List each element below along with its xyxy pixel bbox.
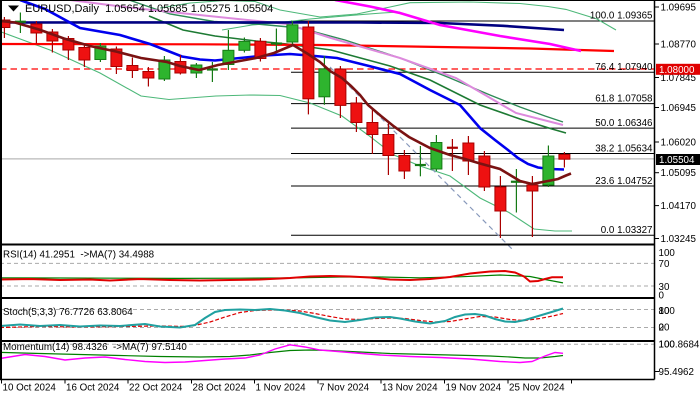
svg-text:7 Nov 2024: 7 Nov 2024 — [319, 383, 370, 394]
svg-text:100.0 1.09365: 100.0 1.09365 — [590, 11, 653, 22]
svg-text:80: 80 — [659, 306, 670, 317]
svg-text:30: 30 — [659, 282, 670, 293]
svg-text:1.05095: 1.05095 — [661, 168, 697, 179]
svg-text:1.08000: 1.08000 — [659, 65, 695, 76]
svg-text:1.04170: 1.04170 — [661, 201, 697, 212]
svg-text:1.05504: 1.05504 — [659, 155, 695, 166]
svg-text:Stoch(5,3,3) 76.7726 63.8064: Stoch(5,3,3) 76.7726 63.8064 — [3, 307, 133, 318]
svg-text:23.6 1.04752: 23.6 1.04752 — [595, 176, 652, 187]
svg-text:0: 0 — [659, 291, 665, 302]
svg-text:0: 0 — [659, 323, 665, 334]
svg-text:61.8 1.07058: 61.8 1.07058 — [595, 93, 653, 104]
svg-text:20: 20 — [659, 323, 670, 334]
svg-text:1.07845: 1.07845 — [661, 73, 697, 84]
svg-text:19 Nov 2024: 19 Nov 2024 — [446, 383, 502, 394]
svg-text:RSI(14) 41.2951 ->MA(7) 34.49: RSI(14) 41.2951 ->MA(7) 34.4988 — [3, 250, 155, 261]
svg-text:22 Oct 2024: 22 Oct 2024 — [129, 383, 183, 394]
svg-text:1.09695: 1.09695 — [661, 3, 697, 14]
svg-text:10 Oct 2024: 10 Oct 2024 — [3, 383, 57, 394]
svg-text:1.06020: 1.06020 — [661, 138, 697, 149]
svg-text:0.0 1.03327: 0.0 1.03327 — [601, 225, 653, 236]
svg-text:1.08770: 1.08770 — [661, 40, 697, 51]
svg-text:EURUSD,Daily 1.05654 1.05685: EURUSD,Daily 1.05654 1.05685 1.05275 1.0… — [25, 3, 273, 15]
svg-text:70: 70 — [659, 259, 670, 270]
svg-text:Momentum(14) 98.4326 ->MA(7): Momentum(14) 98.4326 ->MA(7) 97.5140 — [3, 342, 187, 353]
svg-text:1.06945: 1.06945 — [661, 103, 697, 114]
svg-text:95.4962: 95.4962 — [659, 367, 694, 378]
svg-text:100.8684: 100.8684 — [659, 340, 700, 351]
svg-text:100: 100 — [659, 340, 676, 351]
svg-text:38.2 1.05634: 38.2 1.05634 — [595, 143, 653, 154]
svg-text:1.03245: 1.03245 — [661, 234, 697, 245]
svg-text:13 Nov 2024: 13 Nov 2024 — [382, 383, 438, 394]
svg-text:28 Oct 2024: 28 Oct 2024 — [193, 383, 247, 394]
svg-text:1 Nov 2024: 1 Nov 2024 — [256, 383, 307, 394]
svg-text:50.0 1.06346: 50.0 1.06346 — [595, 118, 653, 129]
svg-text:100: 100 — [659, 306, 676, 317]
svg-text:100: 100 — [659, 248, 676, 259]
svg-text:76.4 1.07940: 76.4 1.07940 — [595, 62, 653, 73]
svg-text:16 Oct 2024: 16 Oct 2024 — [66, 383, 120, 394]
svg-text:25 Nov 2024: 25 Nov 2024 — [509, 383, 565, 394]
